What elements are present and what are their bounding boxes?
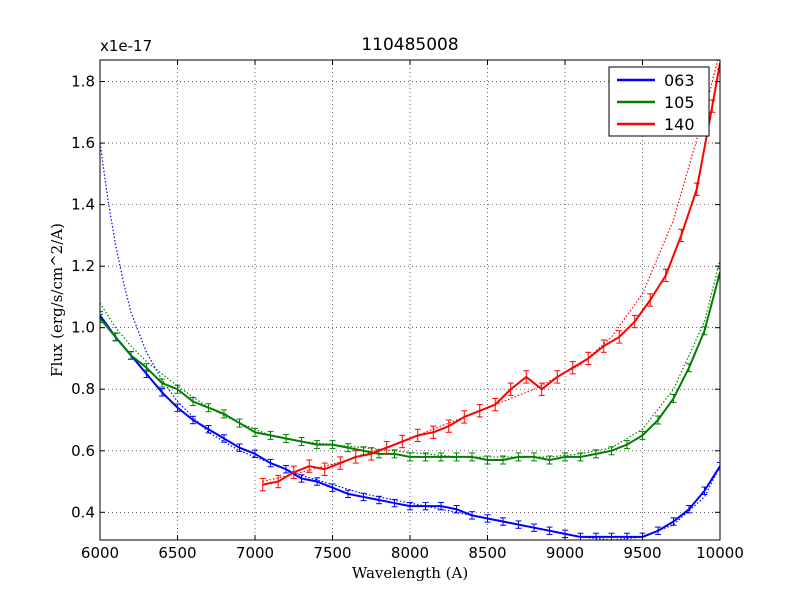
x-tick-label: 7500 [313,544,351,562]
series-line-140 [262,62,720,486]
x-tick-label: 10000 [696,544,744,562]
x-axis-label: Wavelength (A) [352,564,468,582]
x-tick-label: 9500 [623,544,661,562]
x-tick-label: 8500 [468,544,506,562]
y-tick-label: 0.4 [71,503,95,521]
x-tick-label: 7000 [236,544,274,562]
y-tick-label: 0.6 [71,442,95,460]
y-tick-label: 1.8 [71,73,95,91]
legend-label-105: 105 [664,93,695,112]
y-tick-label: 1.4 [71,196,95,214]
series-line-105 [100,272,720,461]
axis-ticks: 6000 6500 7000 7500 8000 8500 9000 9500 10000 0.4… [71,60,744,562]
fit-curve-105 [100,259,720,458]
legend-label-063: 063 [664,71,695,90]
y-tick-label: 1.2 [71,257,95,275]
y-tick-label: 1.6 [71,134,95,152]
series-140 [259,60,720,492]
x-tick-label: 9000 [546,544,584,562]
x-tick-label: 6000 [81,544,119,562]
x-tick-label: 8000 [391,544,429,562]
series-105 [100,267,720,465]
series-line-063 [100,314,720,538]
y-tick-label: 1.0 [71,319,95,337]
x-tick-label: 6500 [158,544,196,562]
legend: 063 105 140 [608,66,710,137]
fit-curve-063 [100,142,720,540]
y-offset-label: x1e-17 [100,37,152,55]
y-tick-label: 0.8 [71,380,95,398]
plot-frame [99,59,721,541]
y-axis-label: Flux (erg/s/cm^2/A) [48,223,66,377]
chart-title: 110485008 [361,35,458,55]
legend-label-140: 140 [664,115,695,134]
